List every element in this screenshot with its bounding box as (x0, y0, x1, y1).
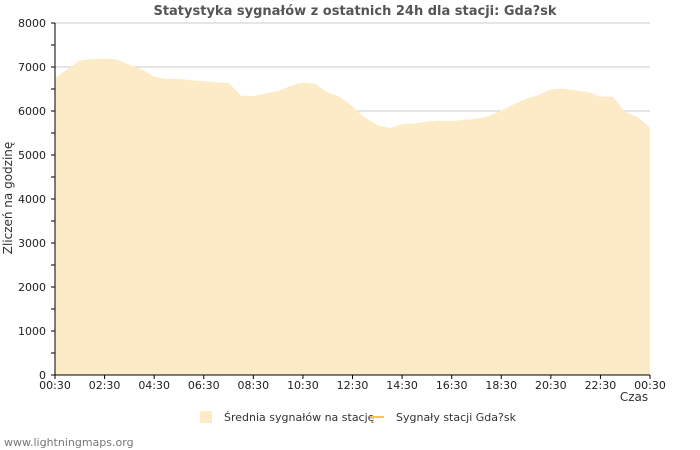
footer-credit: www.lightningmaps.org (4, 436, 134, 449)
y-tick-label: 2000 (18, 281, 46, 294)
y-tick-label: 0 (39, 369, 46, 382)
x-tick-label: 02:30 (89, 379, 121, 392)
x-tick-label: 12:30 (337, 379, 369, 392)
x-tick-label: 04:30 (138, 379, 170, 392)
x-tick-label: 00:30 (39, 379, 71, 392)
x-tick-labels: 00:30 02:30 04:30 06:30 08:30 10:30 12:30 14:30… (39, 379, 666, 392)
chart-title: Statystyka sygnałów z ostatnich 24h dla … (153, 4, 556, 19)
legend-label-station: Sygnały stacji Gda?sk (396, 411, 517, 424)
x-tick-label: 08:30 (237, 379, 269, 392)
x-tick-label: 06:30 (188, 379, 220, 392)
y-tick-label: 3000 (18, 237, 46, 250)
axes (51, 22, 651, 379)
x-tick-label: 14:30 (386, 379, 418, 392)
x-tick-label: 16:30 (436, 379, 468, 392)
area-layer (55, 58, 650, 375)
y-tick-label: 5000 (18, 149, 46, 162)
x-tick-label: 18:30 (485, 379, 517, 392)
x-tick-label: 20:30 (535, 379, 567, 392)
legend-area-swatch (200, 411, 212, 423)
legend-label-average: Średnia sygnałów na stację (224, 411, 375, 424)
y-tick-label: 4000 (18, 193, 46, 206)
y-tick-label: 7000 (18, 61, 46, 74)
x-tick-label: 00:30 (634, 379, 666, 392)
x-tick-label: 22:30 (585, 379, 617, 392)
x-axis-label: Czas (620, 390, 648, 404)
y-tick-label: 8000 (18, 17, 46, 30)
y-tick-label: 6000 (18, 105, 46, 118)
y-tick-labels: 0 1000 2000 3000 4000 5000 6000 7000 8000 (18, 17, 46, 382)
y-tick-label: 1000 (18, 325, 46, 338)
legend: Średnia sygnałów na stację Sygnały stacj… (200, 411, 517, 424)
area-series-average (55, 58, 650, 375)
x-tick-label: 10:30 (287, 379, 319, 392)
y-axis-label: Zliczeń na godzinę (1, 142, 15, 255)
